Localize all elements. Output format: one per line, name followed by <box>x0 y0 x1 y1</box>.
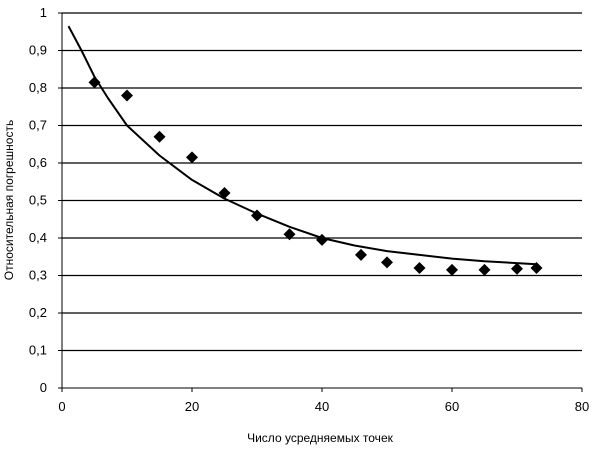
data-points <box>88 76 543 276</box>
trend-curve <box>67 25 537 266</box>
y-tick-label: 0,7 <box>29 118 47 133</box>
data-point <box>218 187 231 199</box>
y-tick-label: 0,1 <box>29 343 47 358</box>
y-tick-label: 0,3 <box>29 268 47 283</box>
data-point <box>530 262 543 274</box>
y-tick-label: 0 <box>40 380 47 395</box>
y-axis-title: Относительная погрешность <box>2 120 16 280</box>
x-tick-label: 60 <box>445 399 459 414</box>
data-point <box>153 130 166 143</box>
data-point <box>251 209 263 222</box>
data-point <box>88 76 101 89</box>
x-tick-label: 20 <box>185 399 199 414</box>
data-point <box>121 89 133 102</box>
axes <box>58 12 583 392</box>
data-point <box>413 262 426 274</box>
trend-line <box>67 25 537 266</box>
tick-labels: 0 0,1 0,2 0,3 0,4 0,5 0,6 0,7 0,8 0,9 1 0 20 40 60 80 <box>29 5 589 414</box>
x-tick-label: 80 <box>575 399 589 414</box>
data-point <box>511 262 523 275</box>
y-tick-label: 0,9 <box>29 43 47 58</box>
y-tick-label: 0,6 <box>29 155 47 170</box>
data-point <box>446 263 458 276</box>
data-point <box>283 228 296 241</box>
y-tick-label: 0,4 <box>29 230 47 245</box>
data-point <box>316 233 328 246</box>
x-tick-label: 40 <box>315 399 329 414</box>
y-tick-label: 0,8 <box>29 80 47 95</box>
data-point <box>355 248 367 261</box>
data-point <box>381 256 393 269</box>
y-tick-label: 1 <box>40 5 47 20</box>
data-point <box>186 151 198 164</box>
data-point <box>478 263 491 276</box>
y-tick-label: 0,2 <box>29 305 47 320</box>
x-tick-label: 0 <box>58 399 65 414</box>
x-axis-title: Число усредняемых точек <box>247 431 394 445</box>
y-tick-label: 0,5 <box>29 193 47 208</box>
grid-lines <box>62 12 582 352</box>
